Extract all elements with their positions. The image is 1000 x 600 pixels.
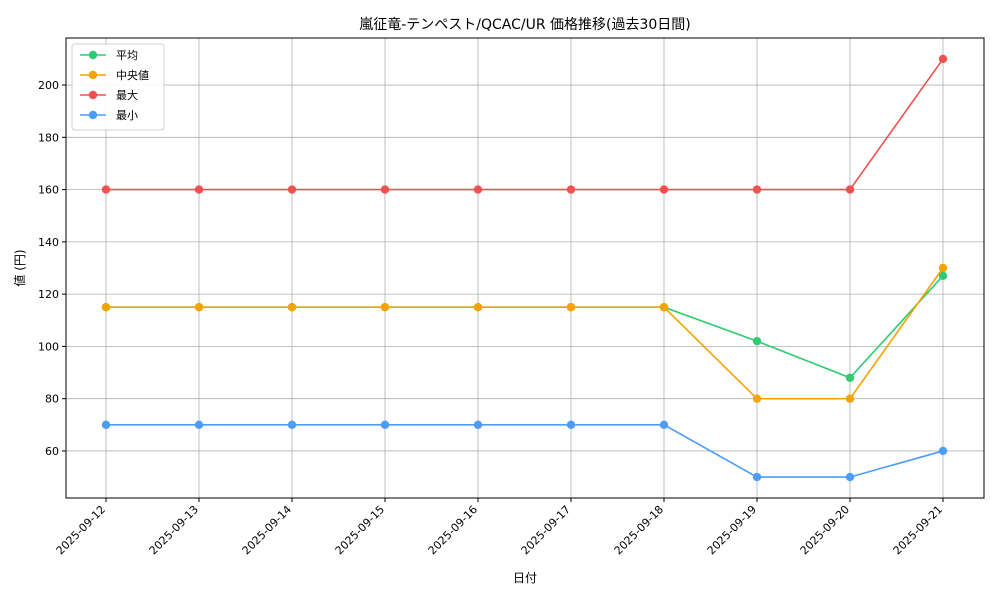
data-point [938,263,948,273]
y-tick-label: 100 [38,340,59,353]
x-tick-label: 2025-09-17 [519,503,573,557]
data-point [659,303,669,312]
x-tick-label: 2025-09-16 [426,503,480,557]
series-1 [101,271,948,382]
data-point [566,303,576,312]
x-tick-label: 2025-09-12 [54,503,108,557]
data-point [566,185,576,194]
y-tick-label: 160 [38,184,59,197]
data-point [101,303,111,312]
data-point [194,303,204,312]
y-tick-label: 140 [38,236,59,249]
series-3 [101,54,948,194]
data-point [845,394,855,403]
data-point [938,271,948,281]
data-point [380,185,390,194]
legend-label: 平均 [116,49,138,62]
legend-item: 最小 [80,109,138,122]
grid-layer [66,38,984,498]
data-point [845,185,855,194]
legend-label: 最小 [116,109,138,122]
y-tick-label: 80 [45,393,59,406]
data-point [380,420,390,430]
x-axis-label: 日付 [513,571,537,585]
data-point [938,446,948,456]
series-layer [101,54,948,482]
x-tick-label: 2025-09-14 [240,503,294,557]
data-point [845,472,855,482]
data-point [287,185,297,194]
legend-label: 中央値 [116,69,149,82]
data-point [101,420,111,430]
x-tick-label: 2025-09-21 [891,503,945,557]
x-tick-label: 2025-09-20 [798,503,852,557]
data-point [473,185,483,194]
data-point [752,394,762,403]
chart-title: 嵐征竜-テンペスト/QCAC/UR 価格推移(過去30日間) [359,16,691,33]
x-tick-label: 2025-09-13 [147,503,201,557]
legend-swatch-marker [88,110,98,120]
data-point [380,303,390,312]
series-line [106,424,944,478]
data-point [752,185,762,194]
data-point [473,420,483,430]
legend-item: 中央値 [80,69,149,82]
x-tick-label: 2025-09-15 [333,503,387,557]
series-line [106,267,944,400]
tick-layer: 2025-09-12 2025-09-13 2025-09-14 2025-09-15… [38,79,945,557]
plot-frame [65,37,985,499]
legend-item: 最大 [80,88,138,102]
x-tick-label: 2025-09-18 [612,503,666,557]
data-point [287,420,297,430]
y-tick-label: 120 [38,288,59,301]
data-point [845,373,855,382]
data-point [194,185,204,194]
x-tick-label: 2025-09-19 [705,503,759,557]
legend-item: 平均 [80,49,138,62]
legend-label: 最大 [116,88,138,102]
data-point [566,420,576,430]
data-point [101,185,111,194]
y-tick-label: 200 [38,79,59,92]
data-point [752,472,762,482]
legend-swatch-marker [88,50,98,60]
series-4 [101,420,948,482]
y-tick-label: 60 [45,445,59,458]
data-point [287,303,297,312]
legend-swatch-marker [88,70,98,80]
legend-swatch-marker [88,90,98,100]
data-point [752,336,762,346]
data-point [659,185,669,194]
y-tick-label: 180 [38,131,59,144]
data-point [659,420,669,430]
legend-box [71,43,165,131]
y-axis-label: 値 (円) [12,249,27,286]
series-line [106,275,944,379]
data-point [194,420,204,430]
data-point [473,303,483,312]
series-line [106,58,944,191]
series-2 [101,263,948,403]
data-point [938,54,948,64]
